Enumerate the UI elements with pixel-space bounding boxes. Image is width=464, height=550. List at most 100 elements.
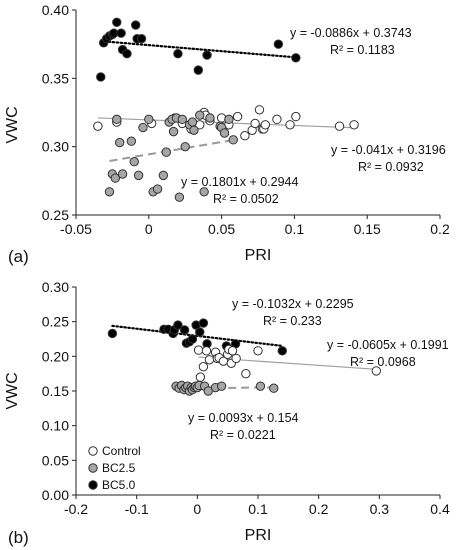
point-control xyxy=(93,121,103,131)
markers-b xyxy=(107,318,381,396)
x-tick-label: 0.2 xyxy=(430,221,450,237)
point-bc50 xyxy=(112,17,122,27)
trendline-bc25 xyxy=(109,139,234,162)
point-control xyxy=(285,120,295,130)
x-tick-label: 0.05 xyxy=(208,221,235,237)
point-control xyxy=(193,345,204,355)
point-control xyxy=(198,362,209,372)
point-bc25 xyxy=(104,187,115,197)
x-tick-label: 0.4 xyxy=(430,501,450,517)
markers-a xyxy=(93,17,359,202)
point-bc25 xyxy=(161,147,171,157)
point-control xyxy=(250,118,260,129)
legend-label-control: Control xyxy=(102,444,141,458)
point-bc50 xyxy=(198,318,209,328)
point-bc50 xyxy=(202,50,212,60)
point-control xyxy=(232,111,243,122)
point-control xyxy=(231,353,241,364)
point-control xyxy=(260,120,270,130)
point-bc25 xyxy=(269,383,279,393)
point-bc25 xyxy=(110,173,121,183)
point-bc50 xyxy=(116,28,126,38)
point-control xyxy=(272,114,282,125)
point-bc50 xyxy=(173,320,183,330)
point-bc25 xyxy=(129,157,139,167)
y-tick-label: 0.00 xyxy=(42,487,69,503)
point-control xyxy=(240,131,250,141)
y-tick-label: 0.20 xyxy=(42,348,69,364)
y-tick-label: 0.30 xyxy=(42,139,69,155)
point-bc25 xyxy=(133,170,144,181)
point-bc25 xyxy=(114,137,125,148)
x-tick-label: 0.1 xyxy=(248,501,268,517)
x-tick-label: 0.2 xyxy=(309,501,329,517)
x-axis-title-b: PRI xyxy=(245,527,272,544)
legend-label-bc25: BC2.5 xyxy=(102,461,136,475)
r2-bc50-a: R² = 0.1183 xyxy=(330,43,395,57)
legend-marker-bc50 xyxy=(88,480,98,490)
point-bc50 xyxy=(179,325,190,335)
y-tick-label: 0.05 xyxy=(42,452,69,468)
x-tick-label: 0.15 xyxy=(354,221,381,237)
point-bc50 xyxy=(187,334,198,344)
r2-control-a: R² = 0.0932 xyxy=(358,160,424,174)
panel-b: -0.2 -0.1 0 0.1 0.2 0.3 0.4 0.00 0.05 0.10 0.15 0.2… xyxy=(4,279,450,547)
x-tick-label: -0.1 xyxy=(125,501,149,517)
r2-control-b: R² = 0.0968 xyxy=(350,355,416,369)
r2-bc25-b: R² = 0.0221 xyxy=(210,428,276,442)
y-tick-label: 0.25 xyxy=(42,207,69,223)
point-bc25 xyxy=(187,117,198,127)
x-axis-title-a: PRI xyxy=(245,247,272,264)
point-bc25 xyxy=(199,187,209,197)
y-tick-label: 0.10 xyxy=(42,418,69,434)
point-bc50 xyxy=(193,65,204,75)
y-axis-title-a: VWC xyxy=(4,106,21,143)
point-control xyxy=(227,346,238,356)
point-bc50 xyxy=(291,53,301,63)
y-tick-label: 0.30 xyxy=(42,279,69,295)
point-bc25 xyxy=(112,114,122,125)
legend-label-bc50: BC5.0 xyxy=(102,478,136,492)
point-bc25 xyxy=(255,381,266,391)
equation-bc25-b: y = 0.0093x + 0.154 xyxy=(188,411,299,425)
point-bc25 xyxy=(228,135,238,145)
panel-a: -0.05 0 0.05 0.1 0.15 0.2 0.25 0.30 0.35 0.40 PRI… xyxy=(4,2,450,266)
equation-control-a: y = -0.041x + 0.3196 xyxy=(331,143,446,157)
x-tick-label: -0.2 xyxy=(64,501,88,517)
point-control xyxy=(204,355,215,365)
point-control xyxy=(253,346,263,356)
point-control xyxy=(195,372,206,382)
equation-bc50-a: y = -0.0886x + 0.3743 xyxy=(290,26,412,40)
point-control xyxy=(291,111,301,122)
point-bc50 xyxy=(136,34,147,44)
point-bc25 xyxy=(177,114,187,125)
point-control xyxy=(349,120,359,130)
x-tick-label: 0.3 xyxy=(370,501,390,517)
trendlines-b xyxy=(111,324,377,390)
trendlines-a xyxy=(97,40,355,162)
point-bc25 xyxy=(158,170,169,181)
y-axis-title-b: VWC xyxy=(4,372,21,409)
legend-marker-control xyxy=(88,446,98,456)
point-bc25 xyxy=(168,126,179,137)
point-bc25 xyxy=(224,114,234,125)
point-bc25 xyxy=(174,192,185,202)
y-tick-label: 0.35 xyxy=(42,70,69,86)
point-bc25 xyxy=(216,381,227,391)
legend: Control BC2.5 BC5.0 xyxy=(88,444,141,492)
point-bc25 xyxy=(195,110,205,120)
equation-control-b: y = -0.0605x + 0.1991 xyxy=(327,338,449,352)
point-bc25 xyxy=(138,122,148,133)
axes-b: -0.2 -0.1 0 0.1 0.2 0.3 0.4 0.00 0.05 0.10 0.15 0.2… xyxy=(42,279,450,517)
point-control xyxy=(241,368,251,379)
point-bc50 xyxy=(173,49,183,59)
point-bc50 xyxy=(122,49,132,59)
axes-a: -0.05 0 0.05 0.1 0.15 0.2 0.25 0.30 0.35 0.40 xyxy=(42,2,450,237)
point-bc50 xyxy=(273,39,284,49)
y-tick-label: 0.25 xyxy=(42,314,69,330)
x-tick-label: 0 xyxy=(193,501,201,517)
panel-label-b: (b) xyxy=(8,528,29,547)
point-bc50 xyxy=(130,20,141,30)
point-bc25 xyxy=(152,184,163,194)
